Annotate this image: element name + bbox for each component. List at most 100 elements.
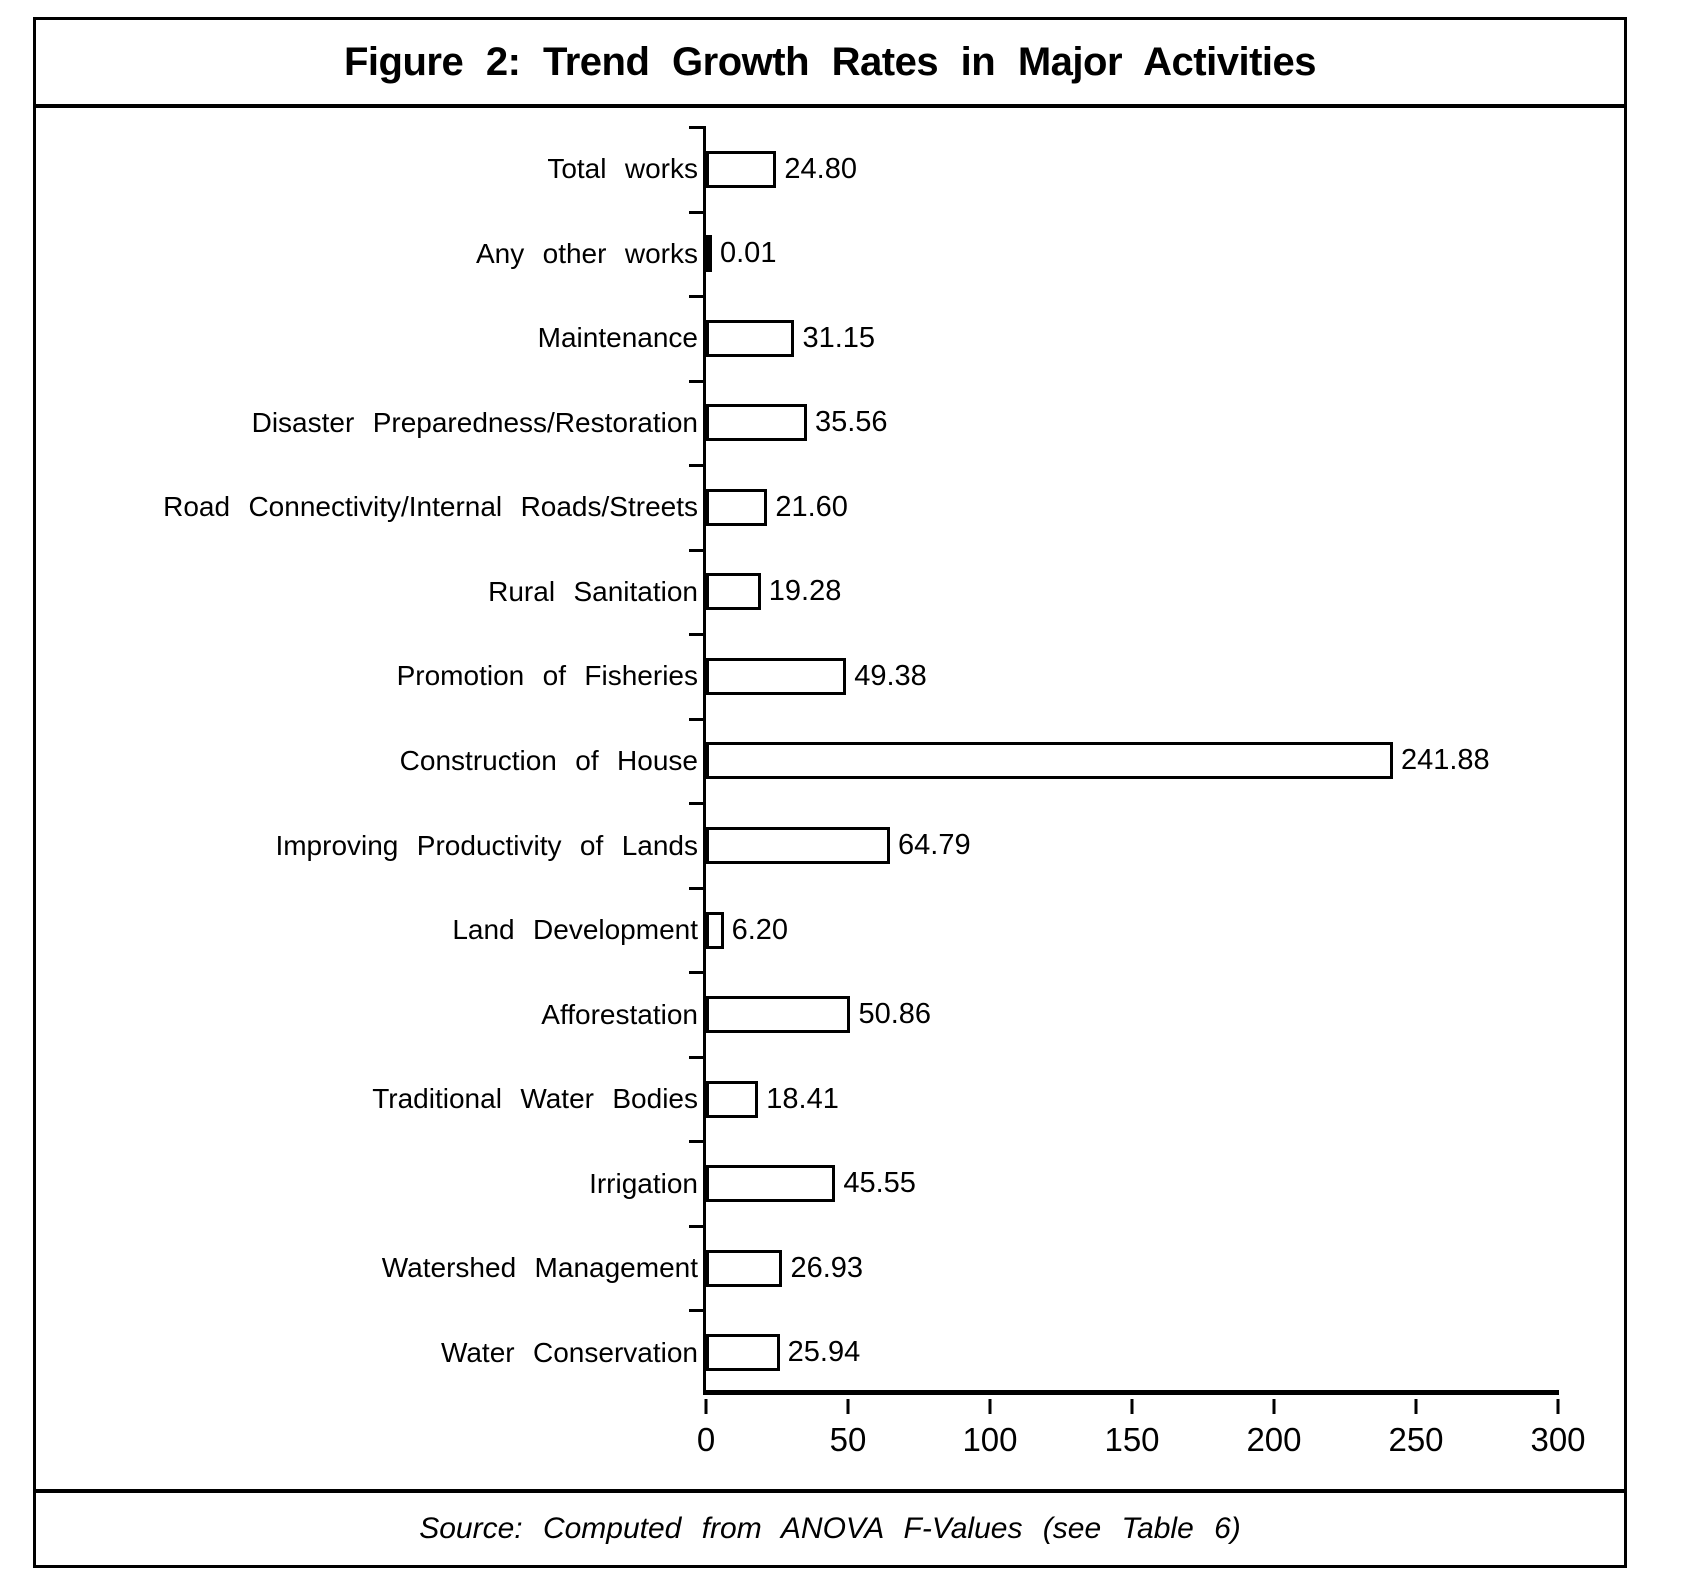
y-axis-tick	[689, 464, 706, 468]
bar-row: Land Development 6.20	[36, 888, 1624, 973]
y-axis-ticks	[689, 126, 706, 1395]
bar-track: 25.94	[706, 1334, 1558, 1372]
category-label: Afforestation	[541, 998, 698, 1030]
value-label: 241.88	[1400, 744, 1490, 777]
bar-track: 6.20	[706, 911, 1558, 949]
value-label: 25.94	[787, 1336, 861, 1369]
y-axis-tick	[689, 1309, 706, 1313]
category-label: Total works	[547, 153, 698, 185]
value-label: 45.55	[843, 1167, 916, 1200]
bar-row: Irrigation 45.55	[36, 1141, 1624, 1226]
x-axis-tick	[1272, 1399, 1276, 1414]
bar-track: 64.79	[706, 827, 1558, 865]
category-label: Rural Sanitation	[488, 575, 698, 607]
chart-area: Total works 24.80 Any other works 0.01 Maint…	[36, 108, 1624, 1489]
bar-row: Improving Productivity of Lands 64.79	[36, 803, 1624, 888]
category-label: Road Connectivity/Internal Roads/Streets	[163, 491, 698, 523]
bar-row: Road Connectivity/Internal Roads/Streets…	[36, 465, 1624, 550]
bar-row: Any other works 0.01	[36, 212, 1624, 297]
y-axis-tick	[689, 802, 706, 806]
bar-row: Afforestation 50.86	[36, 972, 1624, 1057]
value-label: 50.86	[858, 998, 932, 1031]
x-axis-tick	[846, 1399, 850, 1414]
y-axis-tick	[689, 1224, 706, 1228]
category-label: Land Development	[452, 914, 698, 946]
x-axis-tick-label: 250	[1388, 1421, 1444, 1458]
bar	[706, 488, 768, 526]
value-label: 35.56	[814, 406, 888, 439]
bar-track: 50.86	[706, 996, 1558, 1034]
x-axis-tick-label: 200	[1246, 1421, 1302, 1458]
category-label: Irrigation	[589, 1167, 698, 1199]
bar-row: Promotion of Fisheries 49.38	[36, 634, 1624, 719]
value-label: 0.01	[720, 237, 777, 270]
figure-title-row: Figure 2: Trend Growth Rates in Major Ac…	[36, 20, 1624, 108]
bar	[706, 1080, 759, 1118]
category-label: Construction of House	[399, 744, 698, 776]
bar	[706, 1334, 780, 1372]
bar-track: 49.38	[706, 657, 1558, 695]
bar-row: Disaster Preparedness/Restoration 35.56	[36, 381, 1624, 466]
value-label: 26.93	[790, 1251, 864, 1284]
value-label: 6.20	[731, 913, 789, 946]
y-axis-tick	[689, 971, 706, 975]
y-axis	[703, 127, 706, 1395]
bar	[706, 150, 777, 188]
y-axis-tick	[689, 548, 706, 552]
bar-track: 18.41	[706, 1080, 1558, 1118]
bar	[706, 911, 724, 949]
x-axis-tick	[1414, 1399, 1418, 1414]
bar	[706, 404, 807, 442]
bar	[706, 996, 851, 1034]
value-label: 18.41	[766, 1082, 839, 1115]
source-row: Source: Computed from ANOVA F-Values (se…	[36, 1489, 1624, 1565]
value-label: 49.38	[854, 659, 927, 692]
category-label: Disaster Preparedness/Restoration	[251, 406, 698, 438]
value-label: 31.15	[802, 321, 876, 354]
bar-track: 31.15	[706, 319, 1558, 357]
value-label: 21.60	[775, 490, 848, 523]
category-label: Water Conservation	[440, 1336, 698, 1368]
x-axis-tick	[988, 1399, 992, 1414]
bar-track: 26.93	[706, 1249, 1558, 1287]
y-axis-tick	[689, 210, 706, 214]
source-note: Source: Computed from ANOVA F-Values (se…	[419, 1512, 1241, 1545]
figure-frame: Figure 2: Trend Growth Rates in Major Ac…	[33, 17, 1627, 1568]
bar	[706, 1165, 836, 1203]
bar-row: Rural Sanitation 19.28	[36, 550, 1624, 635]
bar	[706, 742, 1393, 780]
bar	[706, 1249, 783, 1287]
y-axis-tick	[689, 1055, 706, 1059]
bar-track: 45.55	[706, 1165, 1558, 1203]
bar	[706, 319, 795, 357]
y-axis-tick	[689, 886, 706, 890]
figure-title: Figure 2: Trend Growth Rates in Major Ac…	[343, 39, 1317, 84]
x-axis	[703, 1390, 1559, 1395]
y-axis-tick	[689, 295, 706, 299]
bar-row: Total works 24.80	[36, 127, 1624, 212]
x-axis-tick	[704, 1399, 708, 1414]
value-label: 64.79	[898, 829, 971, 862]
x-axis-tick-label: 100	[962, 1421, 1018, 1458]
category-label: Watershed Management	[381, 1252, 698, 1284]
bar	[706, 827, 890, 865]
y-axis-tick	[689, 379, 706, 383]
y-axis-tick	[689, 126, 706, 129]
x-axis-tick	[1556, 1399, 1560, 1414]
value-label: 24.80	[784, 152, 857, 185]
x-axis-tick-label: 150	[1104, 1421, 1160, 1458]
y-axis-tick	[689, 633, 706, 637]
value-label: 19.28	[768, 575, 842, 608]
y-axis-tick	[689, 717, 706, 721]
x-axis-tick	[1130, 1399, 1134, 1414]
x-axis-tick-label: 50	[829, 1421, 867, 1458]
bar-track: 241.88	[706, 742, 1558, 780]
bar-row: Watershed Management 26.93	[36, 1226, 1624, 1311]
x-axis-tick-label: 0	[696, 1421, 716, 1458]
bar	[706, 573, 761, 611]
bar-rows: Total works 24.80 Any other works 0.01 Maint…	[36, 127, 1624, 1395]
bar-track: 19.28	[706, 573, 1558, 611]
y-axis-tick	[689, 1140, 706, 1144]
bar-track: 35.56	[706, 404, 1558, 442]
category-label: Promotion of Fisheries	[396, 660, 698, 692]
